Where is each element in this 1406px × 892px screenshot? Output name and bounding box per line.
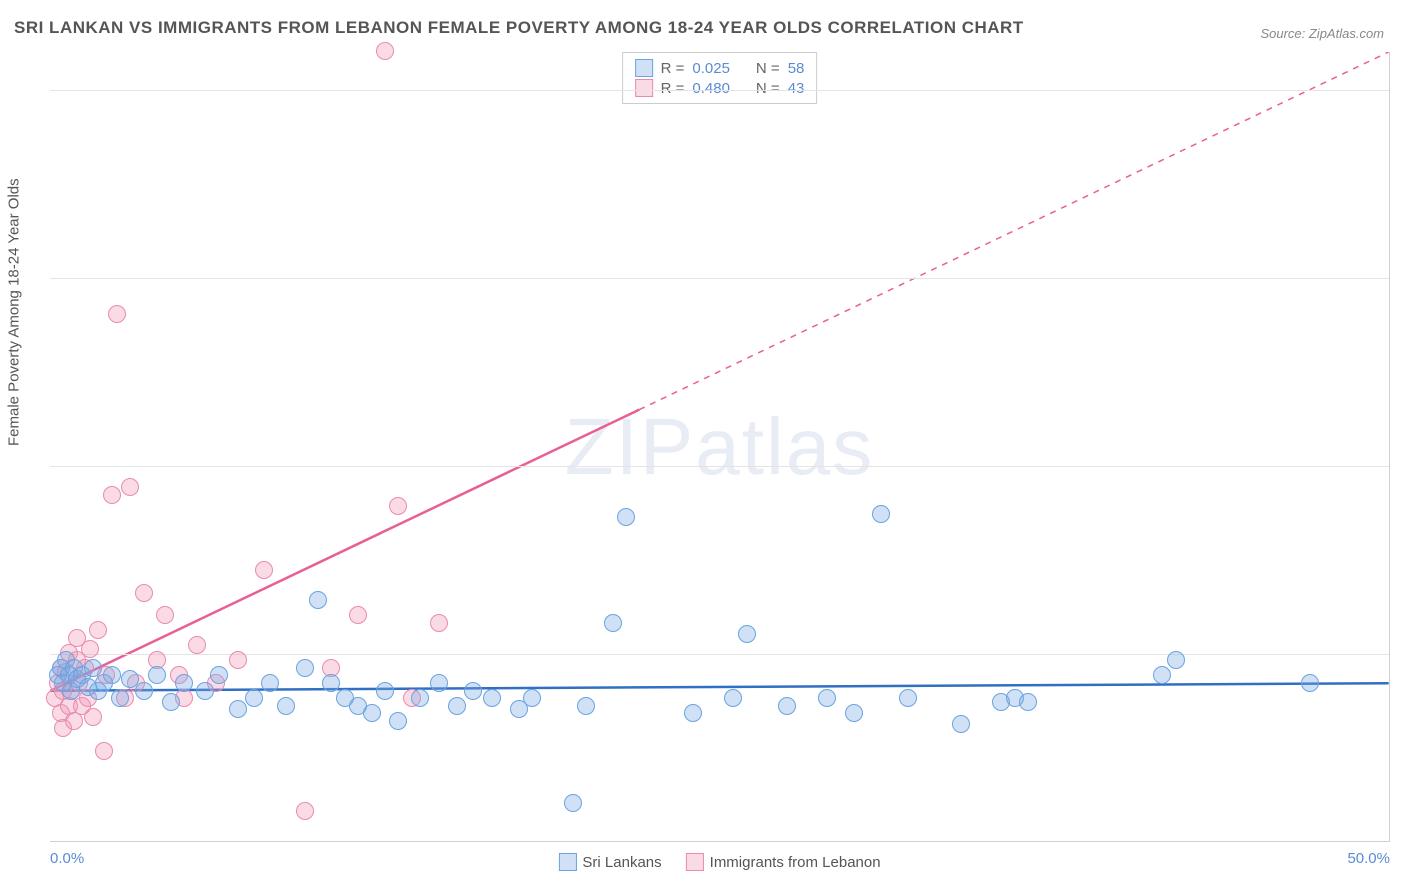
data-point <box>156 606 174 624</box>
data-point <box>376 42 394 60</box>
data-point <box>210 666 228 684</box>
data-point <box>111 689 129 707</box>
data-point <box>84 708 102 726</box>
data-point <box>617 508 635 526</box>
r-value: 0.025 <box>692 60 730 77</box>
data-point <box>108 305 126 323</box>
trend-line-dashed <box>639 52 1388 410</box>
data-point <box>376 682 394 700</box>
data-point <box>296 659 314 677</box>
legend-swatch <box>635 79 653 97</box>
plot-area: ZIPatlas R =0.025N =58R =0.480N =43 Sri … <box>50 52 1390 842</box>
legend-series-label: Immigrants from Lebanon <box>710 854 881 871</box>
data-point <box>564 794 582 812</box>
data-point <box>523 689 541 707</box>
data-point <box>411 689 429 707</box>
legend-series: Sri Lankans Immigrants from Lebanon <box>558 853 880 871</box>
y-tick-label: 25.0% <box>1399 645 1406 662</box>
data-point <box>1019 693 1037 711</box>
data-point <box>148 666 166 684</box>
legend-swatch <box>635 59 653 77</box>
data-point <box>245 689 263 707</box>
r-label: R = <box>661 60 685 77</box>
data-point <box>277 697 295 715</box>
data-point <box>430 614 448 632</box>
r-value: 0.480 <box>692 80 730 97</box>
gridline <box>50 90 1389 91</box>
watermark-zip: ZIP <box>565 402 695 491</box>
n-value: 58 <box>788 60 805 77</box>
y-tick-label: 100.0% <box>1399 81 1406 98</box>
y-tick-label: 50.0% <box>1399 457 1406 474</box>
data-point <box>196 682 214 700</box>
data-point <box>322 674 340 692</box>
data-point <box>188 636 206 654</box>
legend-series-item: Immigrants from Lebanon <box>686 853 881 871</box>
data-point <box>818 689 836 707</box>
data-point <box>738 625 756 643</box>
chart-title: SRI LANKAN VS IMMIGRANTS FROM LEBANON FE… <box>14 18 1024 38</box>
gridline <box>50 278 1389 279</box>
data-point <box>952 715 970 733</box>
data-point <box>363 704 381 722</box>
data-point <box>872 505 890 523</box>
data-point <box>175 674 193 692</box>
data-point <box>95 742 113 760</box>
legend-stats-row: R = 0.480 N = 43 <box>635 79 805 97</box>
data-point <box>309 591 327 609</box>
x-tick-label: 50.0% <box>1347 850 1390 867</box>
data-point <box>162 693 180 711</box>
legend-stats-row: R = 0.025 N = 58 <box>635 59 805 77</box>
legend-series-item: Sri Lankans <box>558 853 661 871</box>
data-point <box>464 682 482 700</box>
data-point <box>724 689 742 707</box>
data-point <box>448 697 466 715</box>
data-point <box>1167 651 1185 669</box>
x-tick-label: 0.0% <box>50 850 84 867</box>
data-point <box>229 651 247 669</box>
data-point <box>430 674 448 692</box>
n-label: N = <box>756 60 780 77</box>
gridline <box>50 466 1389 467</box>
trend-lines-layer <box>50 52 1389 841</box>
n-value: 43 <box>788 80 805 97</box>
data-point <box>135 584 153 602</box>
data-point <box>103 486 121 504</box>
data-point <box>604 614 622 632</box>
data-point <box>577 697 595 715</box>
y-axis-label: Female Poverty Among 18-24 Year Olds <box>6 178 23 446</box>
data-point <box>899 689 917 707</box>
data-point <box>778 697 796 715</box>
data-point <box>349 606 367 624</box>
data-point <box>229 700 247 718</box>
legend-series-label: Sri Lankans <box>582 854 661 871</box>
data-point <box>255 561 273 579</box>
data-point <box>121 478 139 496</box>
data-point <box>89 621 107 639</box>
data-point <box>81 640 99 658</box>
trend-line-solid <box>50 410 639 691</box>
data-point <box>135 682 153 700</box>
legend-stats: R = 0.025 N = 58 R = 0.480 N = 43 <box>622 52 818 104</box>
source-attribution: Source: ZipAtlas.com <box>1260 26 1384 41</box>
data-point <box>483 689 501 707</box>
data-point <box>261 674 279 692</box>
data-point <box>1301 674 1319 692</box>
n-label: N = <box>756 80 780 97</box>
legend-swatch <box>686 853 704 871</box>
data-point <box>1153 666 1171 684</box>
data-point <box>103 666 121 684</box>
y-tick-label: 75.0% <box>1399 269 1406 286</box>
data-point <box>684 704 702 722</box>
data-point <box>389 712 407 730</box>
gridline <box>50 654 1389 655</box>
r-label: R = <box>661 80 685 97</box>
data-point <box>845 704 863 722</box>
watermark: ZIPatlas <box>565 401 874 493</box>
legend-swatch <box>558 853 576 871</box>
data-point <box>296 802 314 820</box>
data-point <box>389 497 407 515</box>
watermark-atlas: atlas <box>695 402 874 491</box>
